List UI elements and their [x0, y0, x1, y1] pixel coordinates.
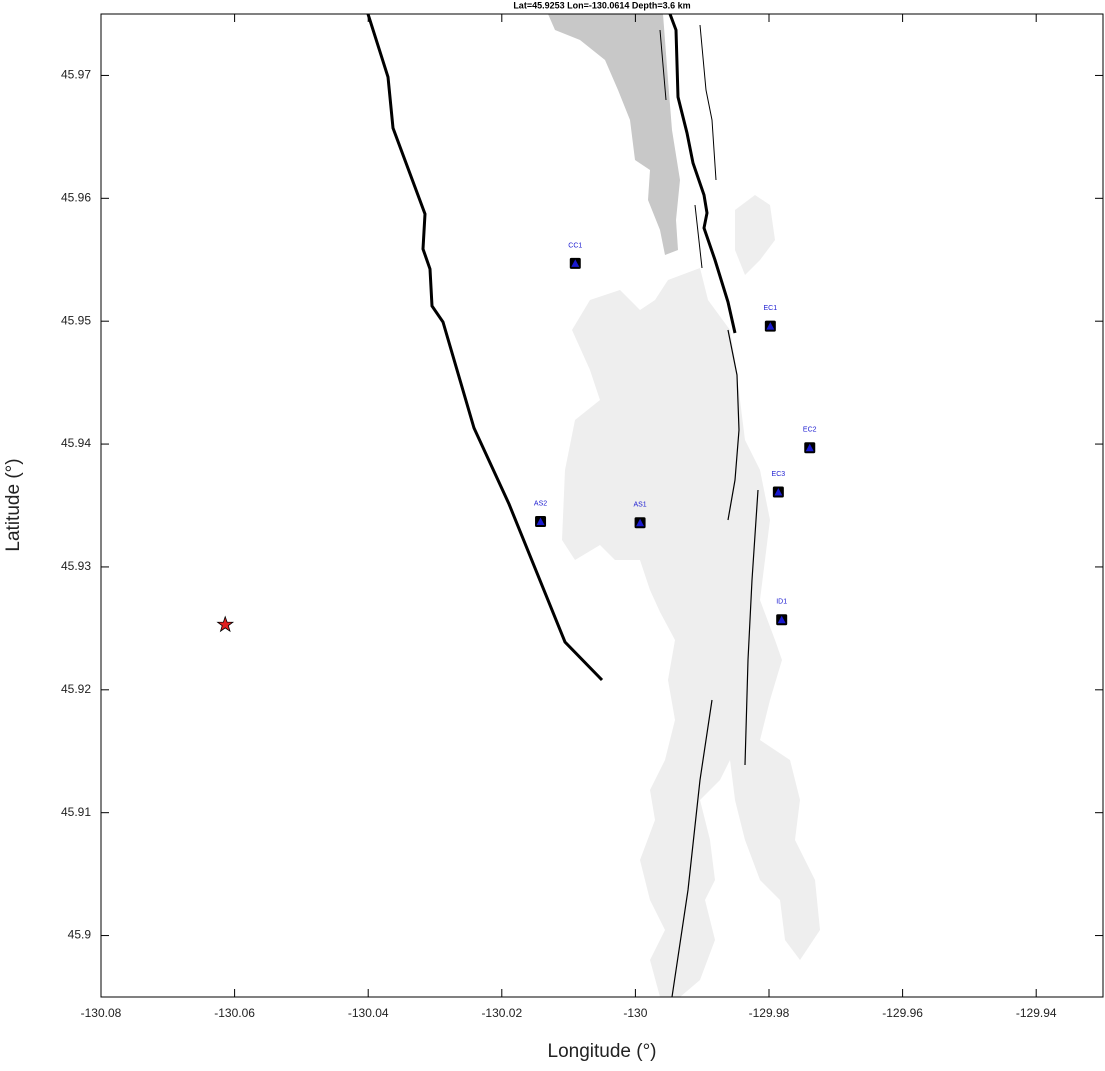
station-marker — [774, 487, 783, 496]
x-tick-label: -129.98 — [749, 1006, 790, 1020]
bathymetry-light-east — [735, 195, 775, 275]
station-label: EC1 — [764, 305, 778, 312]
station-marker — [536, 517, 545, 525]
station-marker — [777, 615, 786, 624]
station — [634, 517, 646, 529]
station-label: ID1 — [776, 599, 787, 606]
fissure-line — [671, 699, 713, 997]
plot-frame — [100, 13, 1104, 998]
fissure-line — [659, 29, 667, 101]
station-marker — [805, 443, 814, 452]
fissure-line — [727, 329, 740, 521]
x-tick-label: -129.94 — [1016, 1006, 1057, 1020]
fissure-line — [699, 24, 717, 181]
x-tick-label: -130.04 — [348, 1006, 389, 1020]
station-label: EC2 — [803, 427, 817, 434]
x-tick-label: -130.08 — [81, 1006, 122, 1020]
fault-line — [366, 14, 604, 682]
station-label: AS2 — [534, 500, 547, 507]
y-axis-label: Latitude (°) — [3, 458, 24, 551]
x-axis-label: Longitude (°) — [548, 1041, 657, 1062]
fissure-line — [694, 204, 703, 269]
y-tick-label: 45.95 — [61, 313, 91, 327]
fissure-line — [744, 489, 759, 766]
station — [776, 614, 788, 626]
x-tick-label: -130.02 — [481, 1006, 522, 1020]
fault-line — [668, 14, 737, 334]
y-tick-label: 45.96 — [61, 190, 91, 204]
chart-title: Lat=45.9253 Lon=-130.0614 Depth=3.6 km — [513, 0, 690, 10]
station — [569, 257, 581, 269]
bathymetry-dark — [548, 14, 680, 255]
y-tick-label: 45.92 — [61, 682, 91, 696]
y-tick-label: 45.9 — [68, 928, 92, 942]
x-tick-label: -130 — [623, 1006, 647, 1020]
event-star — [216, 615, 235, 633]
station — [772, 486, 784, 498]
x-tick-label: -130.06 — [214, 1006, 255, 1020]
y-tick-label: 45.93 — [61, 559, 91, 573]
station-marker — [766, 322, 775, 330]
station — [804, 442, 816, 454]
station — [764, 320, 776, 332]
y-tick-label: 45.91 — [61, 805, 91, 819]
map-features — [366, 14, 820, 997]
station-label: EC3 — [772, 471, 786, 478]
station — [535, 515, 547, 527]
station-marker — [636, 518, 645, 527]
y-tick-label: 45.97 — [61, 68, 91, 82]
station-marker — [571, 259, 580, 267]
station-label: AS1 — [633, 502, 646, 509]
x-tick-label: -129.96 — [882, 1006, 923, 1020]
y-tick-label: 45.94 — [61, 436, 91, 450]
station-label: CC1 — [568, 242, 582, 249]
bathymetry-light — [562, 268, 820, 997]
